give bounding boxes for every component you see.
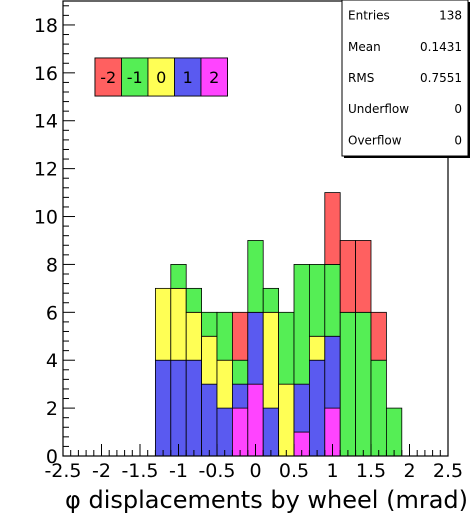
stats-label: Overflow xyxy=(348,133,402,147)
y-tick-label: 6 xyxy=(46,302,58,324)
legend-label: 2 xyxy=(209,68,219,87)
x-tick-labels: -2.5 -2 -1.5 -1 -0.5 0 0.5 1 1.5 2 2.5 xyxy=(44,460,463,482)
x-tick-label: -1 xyxy=(169,460,188,482)
legend-swatch xyxy=(121,57,149,97)
histogram-bars xyxy=(154,192,403,457)
bar-segment-m1-bin-3 xyxy=(201,311,218,337)
stats-value: 0.1431 xyxy=(420,40,462,54)
bar-segment-m1-bin-10 xyxy=(308,264,326,337)
stats-label: Entries xyxy=(348,9,390,23)
bar-segment-0-bin-3 xyxy=(201,335,218,385)
legend-swatch xyxy=(94,57,122,97)
bar-segment-1-bin-10 xyxy=(308,359,326,457)
bar-segment-m2-bin-12 xyxy=(339,240,357,313)
bar-segment-m1-bin-7 xyxy=(262,287,280,313)
legend-swatch xyxy=(147,57,175,97)
bar-segment-1-bin-2 xyxy=(185,359,202,457)
bar-segment-m1-bin-14 xyxy=(370,359,387,457)
legend-label: 0 xyxy=(156,68,166,87)
y-tick-label: 4 xyxy=(46,350,58,372)
stats-label: RMS xyxy=(348,71,374,85)
bar-segment-1-bin-5 xyxy=(231,383,249,409)
bar-segment-m2-bin-14 xyxy=(370,311,387,361)
y-tick-label: 16 xyxy=(34,63,58,85)
y-tick-label: 2 xyxy=(46,398,58,420)
legend-label: -1 xyxy=(127,68,143,87)
y-tick-labels: 0 2 4 6 8 10 12 14 16 18 xyxy=(34,15,58,468)
x-tick-label: 2 xyxy=(403,460,415,482)
bar-segment-2-bin-5 xyxy=(231,407,249,457)
bar-segment-m1-bin-15 xyxy=(385,407,403,457)
y-tick-label: 8 xyxy=(46,254,58,276)
bar-segment-m2-bin-5 xyxy=(231,311,249,361)
bar-segment-0-bin-4 xyxy=(216,359,233,409)
stats-box: Entries 138 Mean 0.1431 RMS 0.7551 Underflow 0 O… xyxy=(341,0,470,158)
legend: -2 -1 0 1 2 xyxy=(94,57,228,97)
legend-swatch xyxy=(174,57,202,97)
bar-segment-1-bin-7 xyxy=(262,407,280,457)
x-tick-label: 1 xyxy=(326,460,338,482)
bar-segment-0-bin-8 xyxy=(278,383,295,457)
stats-value: 0 xyxy=(454,102,462,116)
stats-label: Underflow xyxy=(348,102,409,116)
stats-value: 0.7551 xyxy=(420,71,462,85)
y-tick-label: 14 xyxy=(34,111,58,133)
bar-segment-1-bin-9 xyxy=(293,383,310,433)
bar-segment-1-bin-3 xyxy=(201,383,218,457)
bar-segment-m1-bin-4 xyxy=(216,311,233,361)
bar-segment-m1-bin-12 xyxy=(339,311,357,457)
bar-segment-1-bin-6 xyxy=(247,311,264,385)
stats-value: 138 xyxy=(439,9,462,23)
x-tick-label: -1.5 xyxy=(121,460,158,482)
bar-segment-0-bin-7 xyxy=(262,311,280,409)
x-tick-label: 2.5 xyxy=(433,460,463,482)
x-tick-label: -0.5 xyxy=(198,460,235,482)
bar-segment-m1-bin-9 xyxy=(293,264,310,385)
y-tick-label: 18 xyxy=(34,15,58,37)
x-tick-label: -2 xyxy=(92,460,111,482)
bar-segment-m1-bin-2 xyxy=(185,287,202,313)
legend-swatch xyxy=(200,57,228,97)
y-tick-label: 10 xyxy=(34,207,58,229)
x-tick-label: -2.5 xyxy=(44,460,81,482)
bar-segment-0-bin-2 xyxy=(185,311,202,361)
stats-label: Mean xyxy=(348,40,381,54)
bar-segment-m1-bin-6 xyxy=(247,240,264,313)
stats-value: 0 xyxy=(454,133,462,147)
bar-segment-m1-bin-5 xyxy=(231,359,249,385)
bar-segment-m2-bin-13 xyxy=(355,240,372,313)
bar-segment-1-bin-11 xyxy=(324,335,341,409)
x-tick-label: 0.5 xyxy=(279,460,309,482)
bar-segment-1-bin-0 xyxy=(154,359,172,457)
bar-segment-m1-bin-11 xyxy=(324,264,341,337)
legend-label: 1 xyxy=(183,68,193,87)
x-axis-title: φ displacements by wheel (mrad) xyxy=(65,486,468,514)
bar-segment-m1-bin-8 xyxy=(278,311,295,385)
bar-segment-0-bin-1 xyxy=(170,287,187,361)
bar-segment-1-bin-4 xyxy=(216,407,233,457)
stats-box-frame xyxy=(341,0,469,157)
bar-segment-m1-bin-1 xyxy=(170,264,187,289)
bar-segment-m2-bin-11 xyxy=(324,192,341,265)
y-tick-label: 12 xyxy=(34,159,58,181)
x-tick-label: 0 xyxy=(249,460,261,482)
x-tick-label: 1.5 xyxy=(356,460,386,482)
y-tick-label: 0 xyxy=(46,446,58,468)
bar-segment-m1-bin-13 xyxy=(355,311,372,457)
legend-label: -2 xyxy=(100,68,116,87)
bar-segment-0-bin-10 xyxy=(308,335,326,361)
axis-ticks xyxy=(62,5,449,457)
bar-segment-1-bin-1 xyxy=(170,359,187,457)
bar-segment-0-bin-0 xyxy=(154,287,172,361)
